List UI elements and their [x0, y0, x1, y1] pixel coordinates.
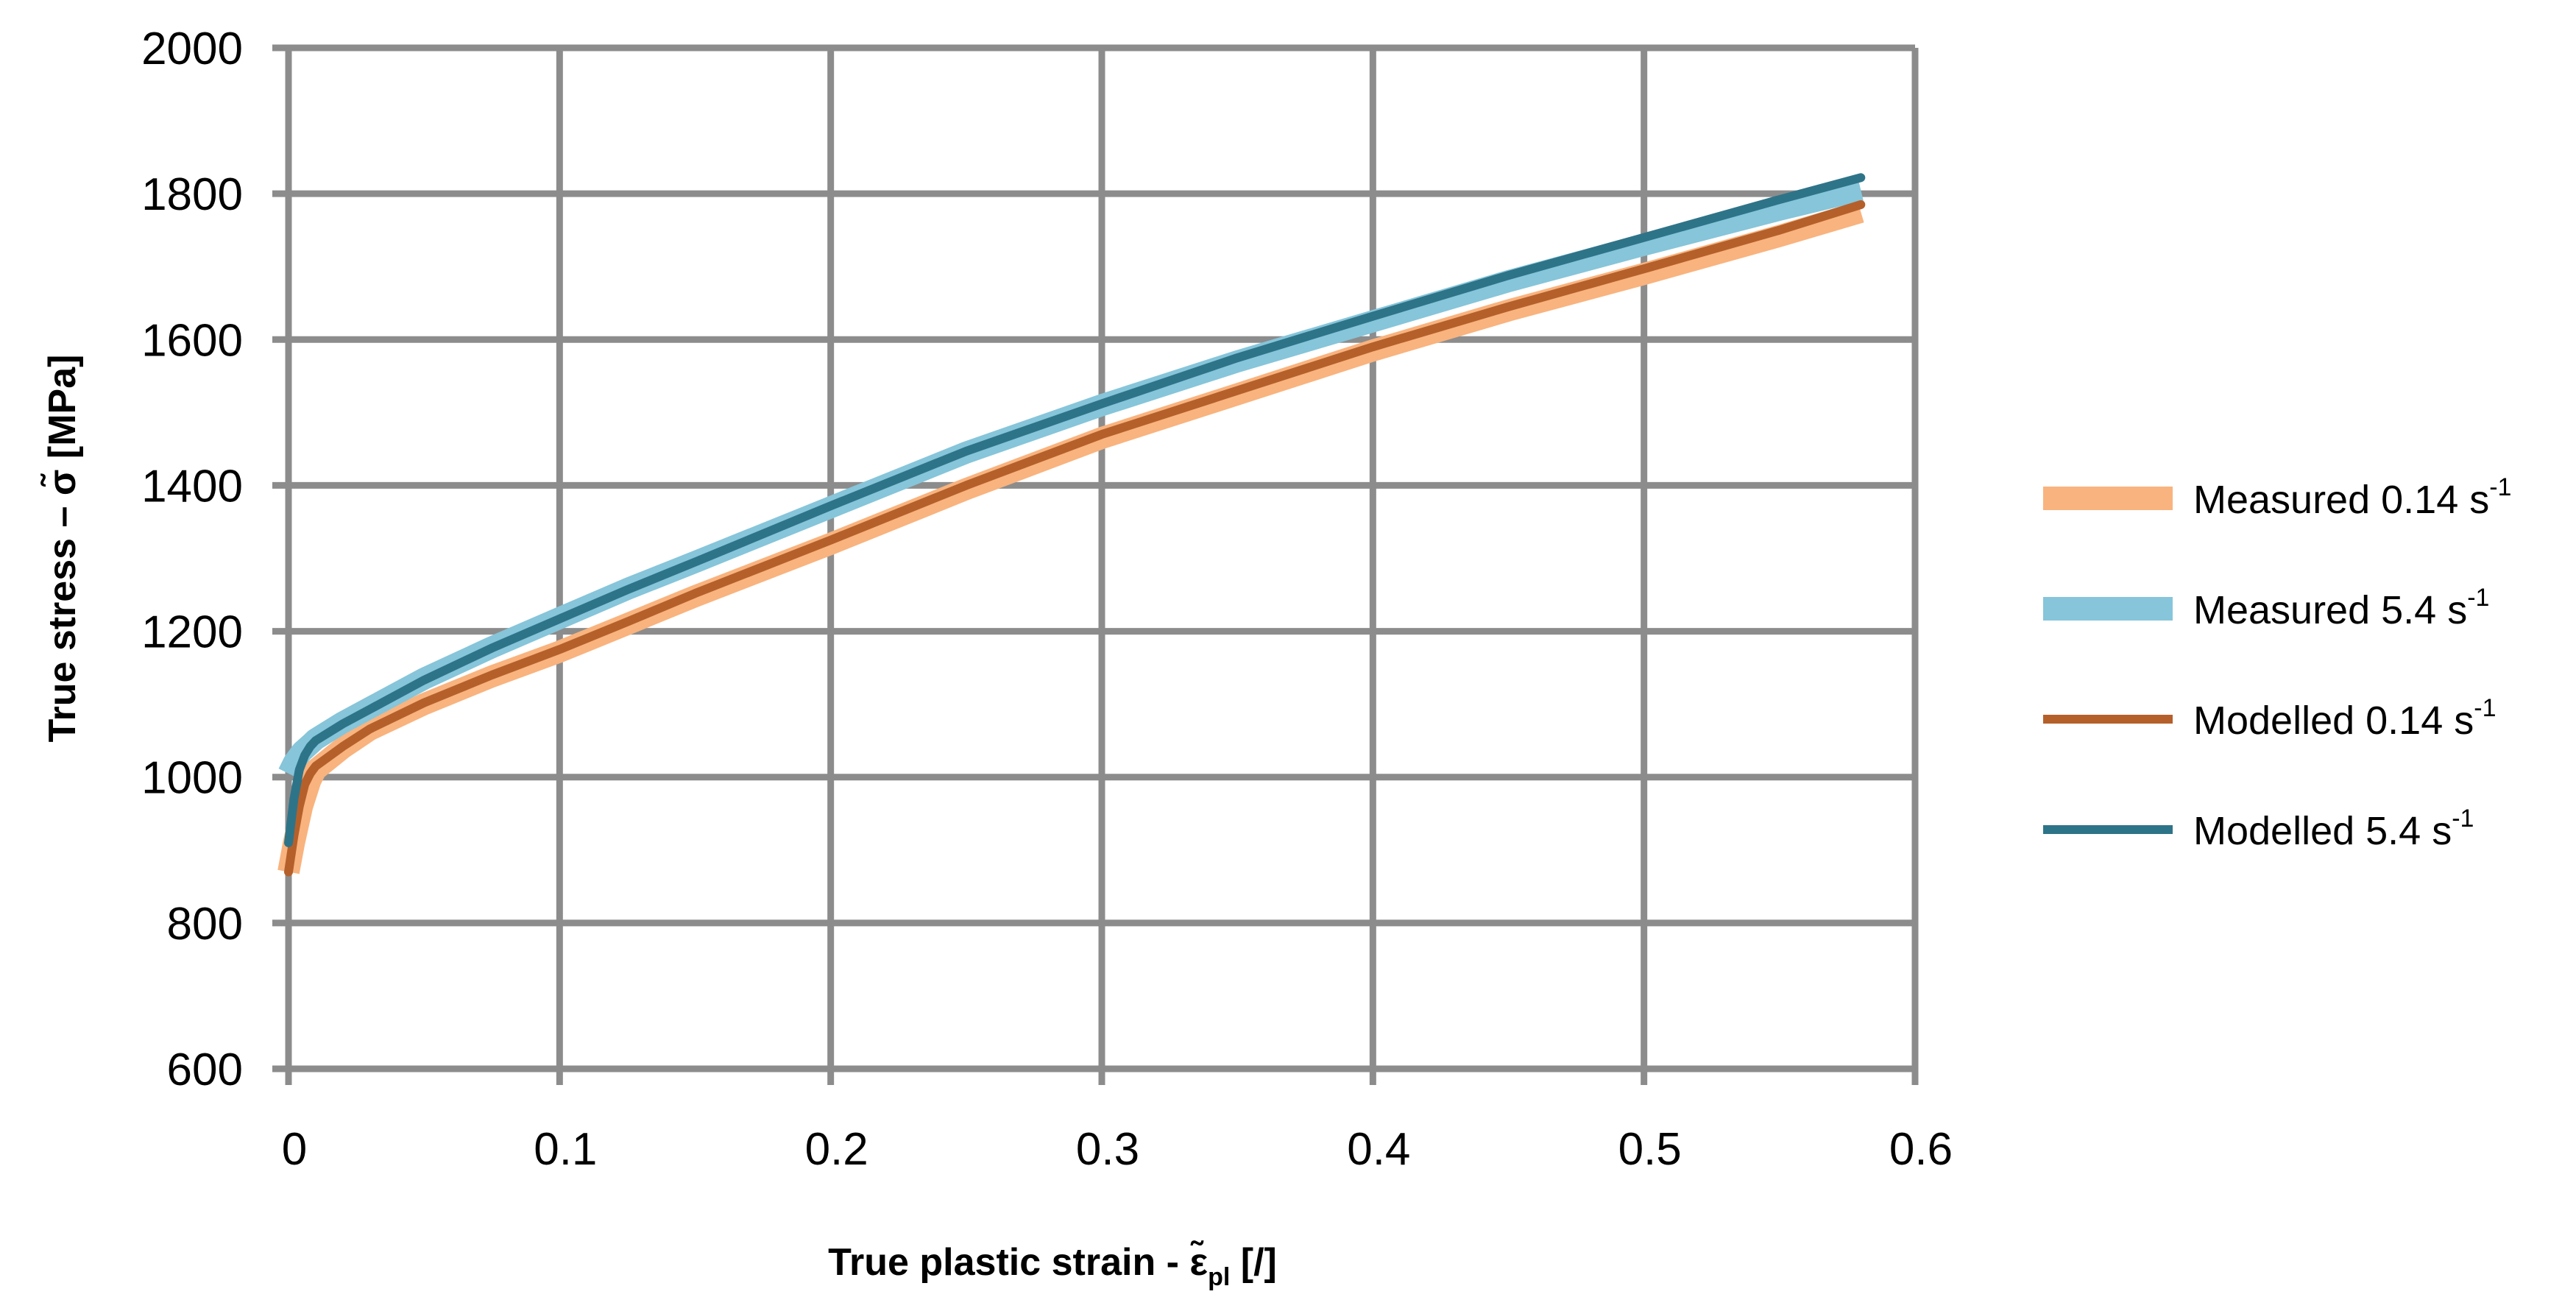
y-tick-label-5: 1600 — [141, 315, 243, 366]
legend-label-2: Modelled 0.14 s-1 — [2193, 694, 2496, 743]
y-tick-label-1: 800 — [167, 899, 243, 950]
chart-grid — [272, 44, 1919, 1085]
chart-series — [277, 173, 1866, 877]
x-tick-label-5: 0.5 — [1618, 1124, 1682, 1175]
legend-label-1: Measured 5.4 s-1 — [2193, 584, 2489, 632]
x-tick-label-6: 0.6 — [1889, 1124, 1953, 1175]
axis-ticks: 0 0.1 0.2 0.3 0.4 0.5 0.6 600 800 1000 1200 1400 160… — [141, 24, 1953, 1175]
x-axis-title-subscript: pl — [1208, 1263, 1230, 1291]
y-tick-label-6: 1800 — [141, 169, 243, 220]
legend-label-0: Measured 0.14 s-1 — [2193, 473, 2511, 522]
x-axis-title-unit: [/] — [1230, 1241, 1277, 1284]
legend-label-3: Modelled 5.4 s-1 — [2193, 805, 2474, 853]
x-tick-label-3: 0.3 — [1076, 1124, 1139, 1175]
y-tick-label-7: 2000 — [141, 24, 243, 74]
y-tick-label-2: 1000 — [141, 753, 243, 804]
series-line-3 — [284, 173, 1866, 847]
x-tick-label-2: 0.2 — [805, 1124, 868, 1175]
series-line-0 — [277, 201, 1864, 874]
y-tick-label-3: 1200 — [141, 607, 243, 658]
x-axis-title: True plastic strain - ε̃pl [/] — [828, 1240, 1277, 1291]
y-axis-title: True stress – σ̃ [MPa] — [40, 355, 84, 743]
x-axis-title-main: True plastic strain - ε̃ — [828, 1240, 1208, 1284]
x-tick-label-4: 0.4 — [1347, 1124, 1410, 1175]
chart-legend: Measured 0.14 s-1 Measured 5.4 s-1 Modelle… — [2043, 473, 2511, 853]
y-tick-label-0: 600 — [167, 1045, 243, 1095]
series-line-2 — [284, 200, 1866, 877]
x-tick-label-1: 0.1 — [534, 1124, 597, 1175]
y-tick-label-4: 1400 — [141, 461, 243, 512]
x-tick-label-0: 0 — [282, 1124, 307, 1175]
